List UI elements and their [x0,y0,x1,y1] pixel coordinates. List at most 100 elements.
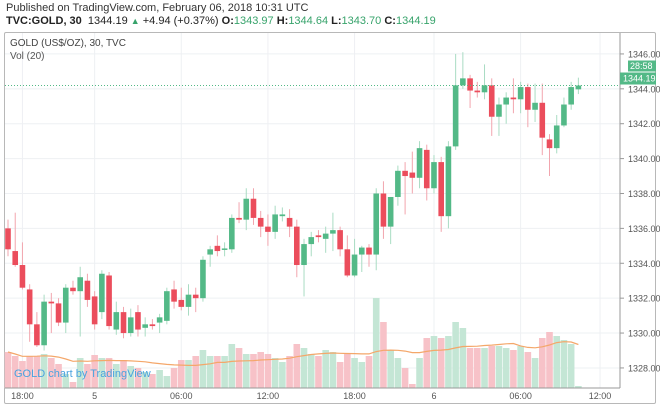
volume-bar [423,338,431,388]
time-tick-label: 18:00 [343,391,366,401]
candle-body [575,85,582,90]
candle-body [496,104,502,117]
candle-body [55,303,62,323]
volume-bar [315,356,322,388]
candle [279,207,286,222]
volume-bar [228,344,236,388]
volume-bar [437,338,445,388]
candle-body [517,87,524,100]
candle [120,306,127,339]
volume-bar [120,360,127,388]
candle-body [142,324,148,328]
candle-body [330,230,336,234]
time-tick-label: 6 [431,391,436,401]
tradingview-watermark: GOLD chart by TradingView [14,368,151,380]
volume-bar [286,356,293,388]
volume-bar [250,354,257,388]
candle [55,298,62,327]
candle [294,219,300,278]
price-tick-label: 1334.00 [628,259,660,269]
volume-bar [105,358,113,388]
candle [257,210,264,238]
candle-body [164,291,170,321]
candle-body [380,193,387,227]
candle-body [460,78,466,86]
candle-body [438,162,444,217]
last-price-label: 1344.19 [623,74,656,84]
candle-body [12,251,19,266]
ohlc-summary: TVC:GOLD, 30 1344.19 ▲ +4.94 (+0.37%) O:… [6,15,436,27]
open-value: 1343.97 [233,15,274,27]
volume-bar [502,348,510,388]
candle [265,214,271,246]
time-tick-label: 18:00 [11,391,34,401]
candle [77,266,83,337]
candle-body [539,102,546,138]
candle [99,270,105,320]
candle-body [474,90,481,93]
candle-body [135,312,141,330]
last-price-badge [620,72,656,85]
candle-body [106,275,112,327]
candle [510,78,517,114]
candle [438,156,444,232]
candle [113,301,120,335]
candle-body [5,228,11,250]
candle-body [532,102,538,110]
candle-body [171,289,177,302]
candle-body [294,226,300,266]
candle [395,165,401,206]
candle [34,312,40,348]
time-tick-label: 5 [92,391,97,401]
candle-body [207,249,213,255]
candle-body [113,312,120,330]
volume-bar [98,358,106,388]
candle [445,141,452,229]
candle [409,151,416,194]
chart-frame[interactable] [4,32,656,404]
candle [474,81,481,98]
volume-bar [344,354,351,388]
volume-bar [279,362,286,388]
volume-bar [235,348,243,388]
low-label: L: [331,15,342,27]
candle-body [91,296,98,325]
volume-bar [531,358,539,388]
volume-bar [55,364,62,388]
candle-body [561,104,567,126]
volume-bar [459,328,467,388]
candle [84,273,91,307]
candle [178,287,185,311]
candle-body [344,249,351,276]
candle [106,271,112,330]
volume-bar [380,322,387,388]
candle-body [84,280,91,300]
candle-body [70,287,76,292]
high-value: 1344.64 [288,15,329,27]
volume-bar [495,346,503,388]
candle-body [322,233,329,239]
volume-bar [336,362,344,388]
candle [221,242,228,257]
volume-bar [192,356,200,388]
candle [416,141,423,189]
candle [496,97,502,136]
chart-legend-title: GOLD (US$/OZ), 30, TVC [10,38,126,49]
volume-bar [351,358,358,388]
candle-body [315,235,322,238]
candle-body [358,247,365,255]
candle-body [553,125,560,149]
volume-bar [322,350,329,388]
volume-bar [11,356,19,388]
volume-bar [163,376,171,388]
candle-body [77,277,83,292]
candle [553,114,560,154]
candle-body [99,273,105,313]
candle [207,245,213,267]
candle-body [272,214,278,232]
candle [48,292,55,334]
candle-body [265,226,271,232]
candle [301,238,307,297]
candle [431,155,437,194]
